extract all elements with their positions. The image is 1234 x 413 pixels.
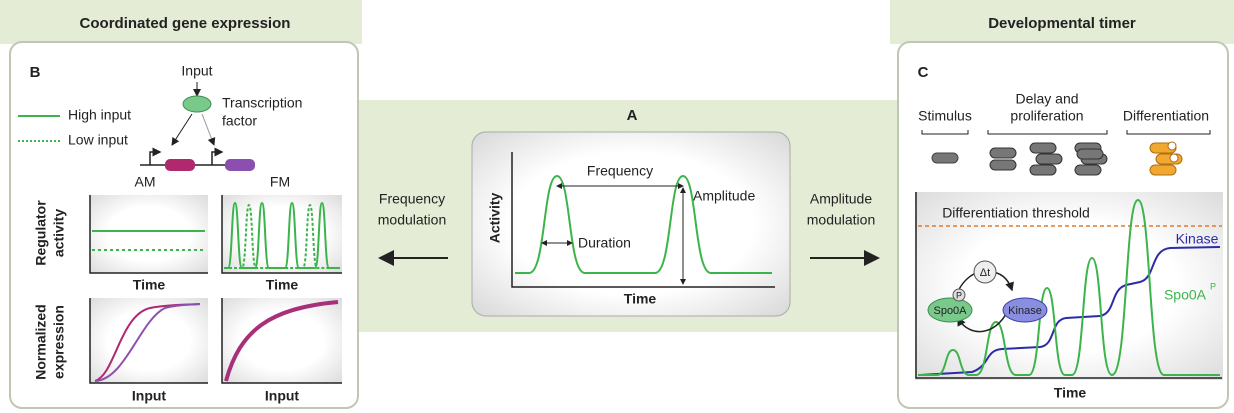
curve (224, 300, 339, 382)
node-label: Spo0A (933, 305, 967, 317)
left-header (0, 0, 362, 44)
spo0a-superscript: P (1210, 281, 1216, 291)
arrow (201, 113, 216, 146)
axis-title: Input (132, 388, 167, 404)
curve (94, 303, 201, 382)
plot-area (90, 298, 208, 383)
stage-label: Delay and (1015, 91, 1078, 107)
cells (931, 141, 1183, 176)
axis-title: Normalized (33, 304, 49, 379)
delay-node (973, 260, 997, 284)
cell (1029, 164, 1057, 176)
spore (1169, 153, 1179, 163)
gene (225, 159, 255, 171)
node-label: Kinase (1008, 305, 1042, 317)
spo0a-curve (918, 198, 1220, 377)
axis-title: Regulator (33, 200, 49, 266)
axis-title: expression (51, 305, 67, 379)
curve-low (224, 203, 340, 269)
arrow (171, 113, 193, 146)
stage-label: Stimulus (918, 108, 972, 124)
cell (1149, 164, 1177, 176)
tf-label: Transcription (222, 95, 302, 111)
bracket (921, 130, 1211, 135)
axis (221, 195, 342, 274)
spo0a-label: Spo0A (1164, 287, 1207, 303)
amplitude-label: Amplitude (693, 188, 755, 204)
axis-title: Activity (487, 193, 503, 244)
axis-title: Input (265, 388, 300, 404)
frequency-label: Frequency (587, 163, 653, 179)
phospho-label: P (956, 290, 962, 300)
legend-label: Low input (68, 132, 128, 148)
transcription-factor (182, 95, 212, 113)
legend-label: High input (68, 107, 131, 123)
kinase-node (1002, 297, 1048, 323)
activity-curve (515, 174, 772, 274)
panel-label: A (627, 107, 638, 124)
kinase-label: Kinase (1176, 231, 1219, 247)
plot-area (915, 192, 1223, 380)
panel-header: Developmental timer (988, 15, 1136, 32)
cell (989, 159, 1017, 171)
spo0a-node (927, 297, 973, 323)
panel-header: Coordinated gene expression (80, 15, 291, 32)
cell (1035, 153, 1063, 165)
arrow-label: modulation (807, 212, 876, 228)
axis-title: Time (133, 277, 166, 293)
right-header (890, 0, 1234, 44)
panel-label: C (918, 64, 929, 81)
axis (89, 195, 208, 274)
cell (1076, 148, 1104, 160)
arrow-label: modulation (378, 212, 447, 228)
axis (511, 152, 775, 288)
axis-title: activity (51, 209, 67, 257)
cell (1074, 164, 1102, 176)
input-label: Input (181, 63, 212, 79)
arrow-label: Frequency (379, 191, 445, 207)
cell (989, 147, 1017, 159)
plot-area (222, 195, 342, 273)
stage-label: Differentiation (1123, 108, 1209, 124)
axis (221, 298, 342, 384)
plot-area (222, 298, 342, 383)
cell (1029, 142, 1057, 154)
promoter (211, 147, 224, 165)
plot-area (90, 195, 208, 273)
kinase-curve (919, 246, 1221, 376)
phospho-node (952, 288, 966, 302)
axis-title: Time (624, 291, 657, 307)
plot-title: AM (135, 174, 156, 190)
threshold-label: Differentiation threshold (942, 205, 1090, 221)
axis (89, 298, 208, 384)
delay-label: Δt (980, 267, 990, 279)
arrow-label: Amplitude (810, 191, 872, 207)
panel-label: B (30, 64, 41, 81)
center-card (471, 131, 791, 317)
axis (915, 192, 1222, 379)
cell (931, 152, 959, 164)
gene (165, 159, 195, 171)
plot-title: FM (270, 174, 290, 190)
spore (1167, 141, 1177, 151)
axis-title: Time (1054, 385, 1087, 401)
duration-label: Duration (578, 235, 631, 251)
tf-label: factor (222, 113, 257, 129)
stage-label: proliferation (1010, 108, 1083, 124)
axis-title: Time (266, 277, 299, 293)
